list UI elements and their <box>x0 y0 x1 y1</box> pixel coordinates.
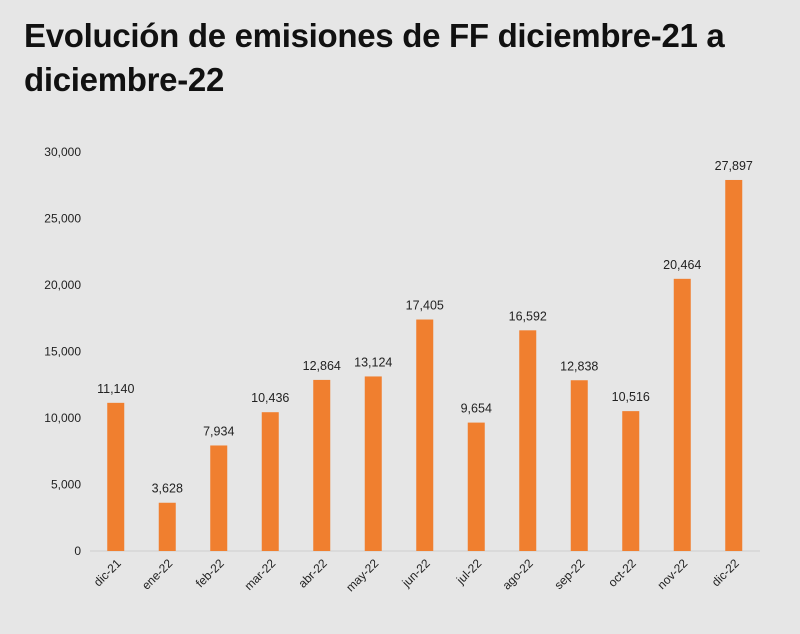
x-tick-label: ago-22 <box>500 556 537 593</box>
y-tick-label: 15,000 <box>44 345 81 359</box>
x-tick-label: sep-22 <box>552 556 588 592</box>
bar-value-label: 3,628 <box>152 482 183 496</box>
data-labels: 11,140 3,628 7,934 10,436 12,864 13,124 17,405… <box>97 159 753 496</box>
bar <box>622 411 640 551</box>
x-tick-label: dic-22 <box>709 556 742 589</box>
x-tick-label: nov-22 <box>655 556 691 592</box>
bar <box>416 319 434 551</box>
chart-title: Evolución de emisiones de FF diciembre-2… <box>24 17 725 98</box>
bars <box>107 179 743 551</box>
bar <box>158 502 176 551</box>
y-axis: 0 5,000 10,000 15,000 20,000 25,000 30,000 <box>44 145 81 558</box>
bar <box>519 330 537 551</box>
x-tick-label: dic-21 <box>91 556 124 589</box>
bar-value-label: 27,897 <box>715 159 753 173</box>
bar-value-label: 7,934 <box>203 424 234 438</box>
bar-value-label: 12,864 <box>303 359 341 373</box>
bar-value-label: 12,838 <box>560 359 598 373</box>
x-tick-label: oct-22 <box>605 556 639 590</box>
bar-value-label: 17,405 <box>406 299 444 313</box>
y-tick-label: 0 <box>74 544 81 558</box>
bar <box>673 278 691 551</box>
bar-value-label: 16,592 <box>509 309 547 323</box>
bar <box>725 179 743 551</box>
x-tick-label: jun-22 <box>399 556 433 590</box>
bar <box>261 412 279 551</box>
bar-value-label: 10,436 <box>251 391 289 405</box>
bar <box>467 422 485 551</box>
x-tick-label: feb-22 <box>193 556 227 590</box>
y-tick-label: 25,000 <box>44 212 81 226</box>
bar-value-label: 13,124 <box>354 355 392 369</box>
y-tick-label: 20,000 <box>44 278 81 292</box>
x-tick-label: jul-22 <box>453 556 485 588</box>
bar <box>364 376 382 551</box>
x-tick-label: ene-22 <box>139 556 176 593</box>
bar <box>313 379 331 551</box>
x-tick-label: may-22 <box>343 556 381 594</box>
y-tick-label: 10,000 <box>44 411 81 425</box>
x-tick-label: mar-22 <box>242 556 279 593</box>
bar-value-label: 10,516 <box>612 390 650 404</box>
x-tick-label: abr-22 <box>295 556 330 591</box>
y-tick-label: 5,000 <box>51 478 81 492</box>
x-axis: dic-21 ene-22 feb-22 mar-22 abr-22 may-22 jun-… <box>91 556 742 594</box>
bar-value-label: 11,140 <box>97 382 134 396</box>
bar <box>210 445 228 551</box>
bar <box>570 380 588 551</box>
y-tick-label: 30,000 <box>44 145 81 159</box>
bar <box>107 402 125 551</box>
bar-value-label: 20,464 <box>663 258 701 272</box>
bar-value-label: 9,654 <box>461 402 492 416</box>
